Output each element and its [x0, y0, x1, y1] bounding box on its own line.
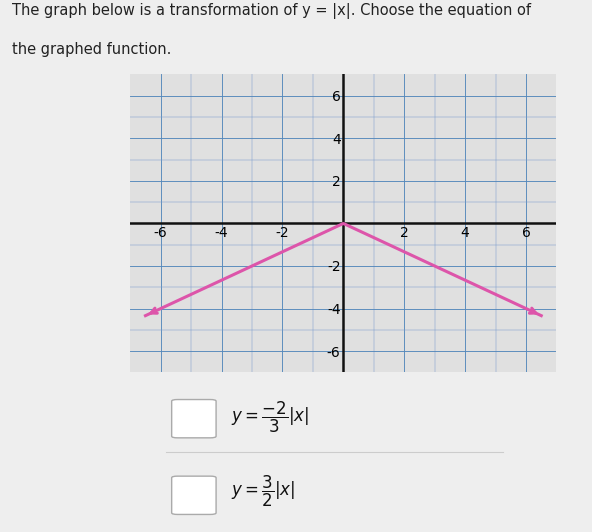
FancyBboxPatch shape	[172, 400, 216, 438]
Text: the graphed function.: the graphed function.	[12, 42, 171, 57]
Text: $y = \dfrac{-2}{3}|x|$: $y = \dfrac{-2}{3}|x|$	[231, 400, 309, 436]
Text: $y = \dfrac{3}{2}|x|$: $y = \dfrac{3}{2}|x|$	[231, 473, 295, 509]
FancyBboxPatch shape	[172, 476, 216, 514]
Text: The graph below is a transformation of y = |x|. Choose the equation of: The graph below is a transformation of y…	[12, 3, 531, 19]
